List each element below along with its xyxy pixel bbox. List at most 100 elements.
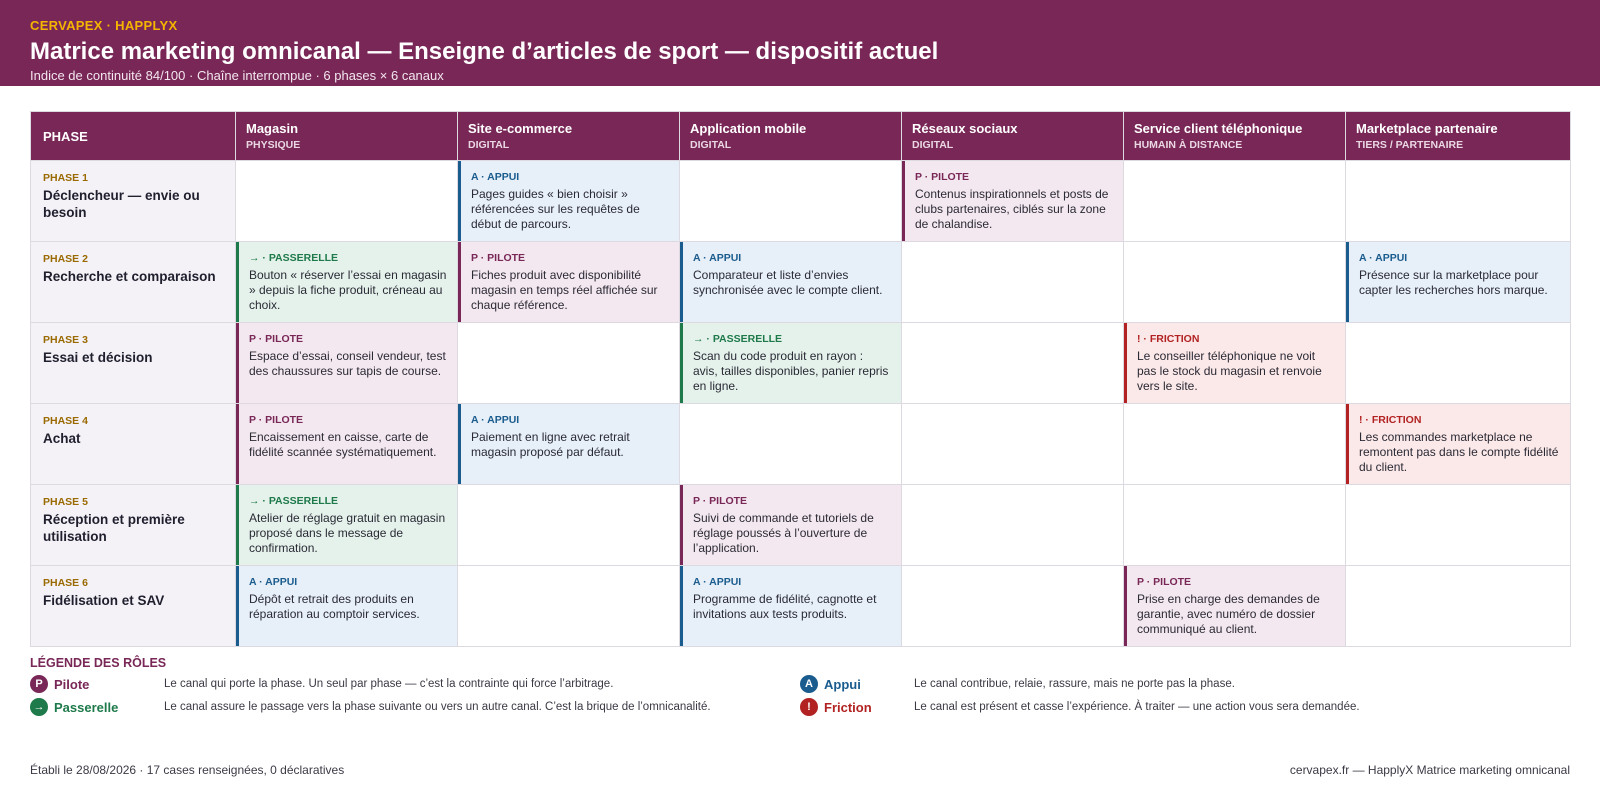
- page-subtitle: Indice de continuité 84/100 · Chaîne int…: [30, 68, 444, 83]
- legend-item-appui: A Appui Le canal contribue, relaie, rass…: [800, 675, 1235, 693]
- phase-number: PHASE 1: [43, 172, 88, 184]
- cell-description: Programme de fidélité, cagnotte et invit…: [693, 592, 877, 621]
- matrix-cell: ! · FRICTION Le conseiller téléphonique n…: [1123, 322, 1346, 404]
- appui-badge-icon: A: [800, 675, 818, 693]
- cell-description: Les commandes marketplace ne remontent p…: [1359, 430, 1559, 474]
- arrow-right-badge-icon: →: [30, 698, 48, 716]
- channel-type: DIGITAL: [690, 138, 732, 151]
- role-tag: P · PILOTE: [249, 414, 304, 426]
- channel-type: DIGITAL: [468, 138, 510, 151]
- cell-description: Comparateur et liste d’envies synchronis…: [693, 268, 883, 297]
- role-tag: A · APPUI: [471, 171, 520, 183]
- role-tag: P · PILOTE: [693, 495, 748, 507]
- page-title: Matrice marketing omnicanal — Enseigne d…: [30, 38, 939, 65]
- role-legend: LÉGENDE DES RÔLES P Pilote Le canal qui …: [30, 656, 1570, 716]
- phase-number: PHASE 5: [43, 496, 88, 508]
- matrix-cell: A · APPUI Dépôt et retrait des produits e…: [235, 565, 458, 647]
- legend-name: Pilote: [54, 676, 90, 692]
- warning-badge-icon: !: [800, 698, 818, 716]
- role-cell-pilote: P · PILOTE Encaissement en caisse, carte …: [236, 404, 457, 484]
- cell-description: Encaissement en caisse, carte de fidélit…: [249, 430, 437, 459]
- cell-description: Le conseiller téléphonique ne voit pas l…: [1137, 349, 1322, 393]
- matrix-cell: A · APPUI Pages guides « bien choisir » r…: [457, 160, 680, 242]
- phase-label-cell: PHASE 2 Recherche et comparaison: [30, 241, 236, 323]
- matrix-cell: P · PILOTE Encaissement en caisse, carte …: [235, 403, 458, 485]
- footer-meta: Établi le 28/08/2026 · 17 cases renseign…: [30, 763, 345, 777]
- phase-label-cell: PHASE 1 Déclencheur — envie ou besoin: [30, 160, 236, 242]
- brand-label: CERVAPEX · HAPPLYX: [30, 18, 178, 33]
- matrix-cell: [901, 241, 1124, 323]
- channel-type: HUMAIN À DISTANCE: [1134, 138, 1243, 151]
- phase-name: Fidélisation et SAV: [43, 593, 165, 608]
- matrix-cell: [1345, 484, 1571, 566]
- legend-item-passerelle: → Passerelle Le canal assure le passage …: [30, 698, 711, 716]
- cell-description: Suivi de commande et tutoriels de réglag…: [693, 511, 874, 555]
- legend-item-friction: ! Friction Le canal est présent et casse…: [800, 698, 1360, 716]
- matrix-header-row: PHASE Magasin PHYSIQUE Site e-commerce DIG…: [30, 111, 1571, 161]
- role-tag: A · APPUI: [693, 252, 742, 264]
- role-cell-appui: A · APPUI Présence sur la marketplace pou…: [1346, 242, 1570, 322]
- channel-name: Application mobile: [690, 120, 807, 136]
- role-cell-appui: A · APPUI Programme de fidélité, cagnotte…: [680, 566, 901, 646]
- channel-name: Site e-commerce: [468, 120, 573, 136]
- matrix-cell: A · APPUI Comparateur et liste d’envies s…: [679, 241, 902, 323]
- footer-credit: cervapex.fr — HapplyX Matrice marketing …: [1289, 763, 1570, 777]
- role-tag: P · PILOTE: [471, 252, 526, 264]
- phase-number: PHASE 3: [43, 334, 88, 346]
- phase-name: Recherche et comparaison: [43, 269, 216, 284]
- role-cell-pilote: P · PILOTE Espace d’essai, conseil vendeu…: [236, 323, 457, 403]
- cell-description: Atelier de réglage gratuit en magasin pr…: [249, 511, 446, 555]
- cell-description: Présence sur la marketplace pour capter …: [1359, 268, 1548, 297]
- role-cell-appui: A · APPUI Dépôt et retrait des produits e…: [236, 566, 457, 646]
- phase-number: PHASE 2: [43, 253, 88, 265]
- channel-type: DIGITAL: [912, 138, 954, 151]
- legend-item-pilote: P Pilote Le canal qui porte la phase. Un…: [30, 675, 613, 693]
- cell-description: Paiement en ligne avec retrait magasin p…: [471, 430, 630, 459]
- role-cell-pilote: P · PILOTE Prise en charge des demandes d…: [1124, 566, 1345, 646]
- legend-name: Friction: [824, 699, 872, 715]
- role-tag: A · APPUI: [1359, 252, 1408, 264]
- matrix-cell: [1123, 484, 1346, 566]
- matrix-cell: A · APPUI Présence sur la marketplace pou…: [1345, 241, 1571, 323]
- phase-row: PHASE 3 Essai et décision P · PILOTE Espace…: [30, 322, 1571, 404]
- role-tag: → · PASSERELLE: [693, 333, 783, 345]
- legend-description: Le canal est présent et casse l’expérien…: [914, 701, 1360, 713]
- role-cell-appui: A · APPUI Comparateur et liste d’envies s…: [680, 242, 901, 322]
- matrix-cell: ! · FRICTION Les commandes marketplace ne…: [1345, 403, 1571, 485]
- role-cell-appui: A · APPUI Pages guides « bien choisir » r…: [458, 161, 679, 241]
- role-cell-friction: ! · FRICTION Les commandes marketplace ne…: [1346, 404, 1570, 484]
- channel-name: Service client téléphonique: [1134, 120, 1303, 136]
- matrix-cell: [679, 160, 902, 242]
- matrix-cell: [901, 484, 1124, 566]
- phase-row: PHASE 2 Recherche et comparaison → · PASSE…: [30, 241, 1571, 323]
- channel-header: Site e-commerce DIGITAL: [457, 111, 680, 161]
- cell-description: Bouton « réserver l’essai en magasin » d…: [249, 268, 447, 312]
- cell-description: Contenus inspirationnels et posts de clu…: [915, 187, 1109, 231]
- matrix-cell: → · PASSERELLE Scan du code produit en ra…: [679, 322, 902, 404]
- omnichannel-matrix: PHASE Magasin PHYSIQUE Site e-commerce DIG…: [30, 111, 1571, 647]
- phase-name: Essai et décision: [43, 350, 153, 365]
- phase-label-cell: PHASE 6 Fidélisation et SAV: [30, 565, 236, 647]
- cell-description: Prise en charge des demandes de garantie…: [1137, 592, 1320, 636]
- matrix-cell: [1345, 160, 1571, 242]
- legend-description: Le canal qui porte la phase. Un seul par…: [164, 678, 614, 690]
- legend-name: Passerelle: [54, 699, 119, 715]
- channel-name: Marketplace partenaire: [1356, 120, 1498, 136]
- cell-description: Fiches produit avec disponibilité magasi…: [471, 268, 658, 312]
- channel-type: TIERS / PARTENAIRE: [1356, 138, 1464, 151]
- channel-header: Application mobile DIGITAL: [679, 111, 902, 161]
- channel-name: Réseaux sociaux: [912, 120, 1018, 136]
- matrix-cell: A · APPUI Paiement en ligne avec retrait …: [457, 403, 680, 485]
- matrix-cell: [1123, 160, 1346, 242]
- phase-row: PHASE 6 Fidélisation et SAV A · APPUI Dépôt…: [30, 565, 1571, 647]
- role-tag: A · APPUI: [693, 576, 742, 588]
- matrix-cell: [901, 322, 1124, 404]
- phase-label-cell: PHASE 3 Essai et décision: [30, 322, 236, 404]
- channel-header: Réseaux sociaux DIGITAL: [901, 111, 1124, 161]
- role-cell-pilote: P · PILOTE Contenus inspirationnels et po…: [902, 161, 1123, 241]
- role-tag: ! · FRICTION: [1359, 414, 1422, 426]
- role-tag: ! · FRICTION: [1137, 333, 1200, 345]
- matrix-cell: [457, 565, 680, 647]
- matrix-cell: [1345, 565, 1571, 647]
- matrix-cell: [679, 403, 902, 485]
